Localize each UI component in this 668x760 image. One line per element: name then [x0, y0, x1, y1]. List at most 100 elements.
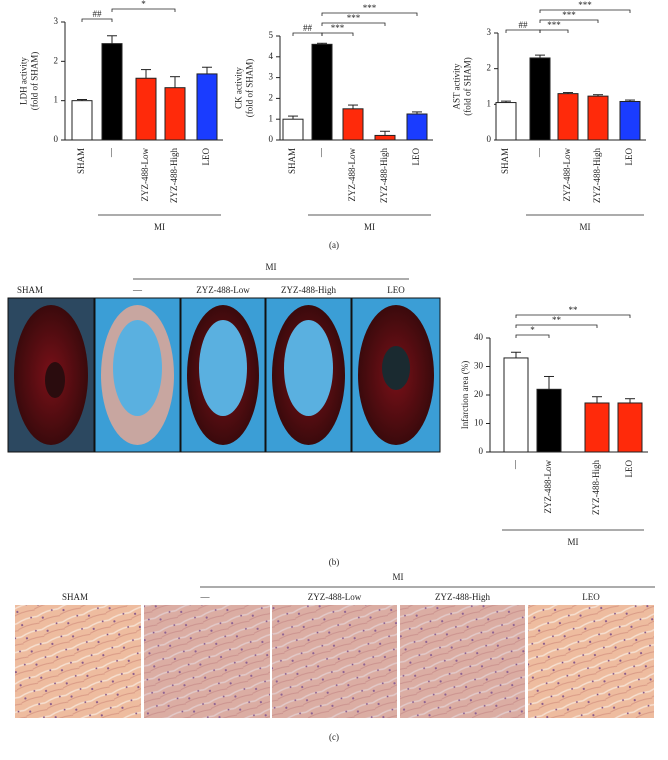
significance-label: **: [552, 315, 562, 325]
y-axis-label: (fold of SHAM): [245, 59, 255, 118]
significance-bracket: [539, 9, 631, 13]
x-tick-label: ZYZ-488-High: [169, 148, 179, 203]
significance-bracket: [539, 19, 599, 23]
significance-label: ***: [562, 10, 576, 20]
panel-caption: (b): [329, 557, 340, 567]
significance-bracket: [539, 29, 569, 33]
x-tick-label: LEO: [624, 148, 634, 166]
significance-bracket: [81, 18, 113, 22]
histology-image: [400, 605, 525, 718]
significance-label: *: [530, 325, 535, 335]
x-tick-label: LEO: [624, 460, 634, 478]
y-axis-label: CK activity: [234, 67, 244, 109]
significance-bracket: [515, 334, 550, 338]
significance-bracket: [321, 22, 386, 26]
significance-label: ***: [363, 3, 377, 13]
histology-overlay: [272, 605, 397, 718]
image-label: —: [132, 285, 143, 295]
image-label: SHAM: [17, 285, 43, 295]
bar: [619, 100, 641, 141]
significance-label: ##: [93, 9, 103, 19]
x-tick-label: LEO: [201, 148, 211, 166]
y-tick-label: 2: [269, 92, 274, 102]
panel-caption: (c): [329, 732, 339, 742]
heart-lumen: [113, 320, 162, 416]
group-label: MI: [393, 572, 404, 582]
x-tick-label: ZYZ-488-High: [591, 460, 601, 515]
significance-label: ***: [578, 0, 592, 10]
x-tick-label: SHAM: [287, 148, 297, 174]
y-tick-label: 0: [479, 446, 484, 456]
panel-caption: (a): [329, 240, 339, 250]
significance-label: ***: [547, 20, 561, 30]
significance-label: ##: [519, 20, 529, 30]
x-tick-label: SHAM: [500, 148, 510, 174]
bar: [311, 43, 333, 141]
bar: [557, 93, 579, 141]
image-label: ZYZ-488-Low: [196, 285, 250, 295]
y-tick-label: 10: [474, 418, 484, 428]
bar: [135, 77, 157, 141]
x-tick-label: SHAM: [76, 148, 86, 174]
significance-label: *: [141, 0, 146, 9]
y-tick-label: 40: [474, 332, 484, 342]
y-tick-label: 3: [54, 16, 59, 26]
x-tick-label: ZYZ-488-Low: [562, 148, 572, 202]
y-tick-label: 3: [487, 27, 492, 37]
significance-label: ##: [303, 23, 313, 33]
y-axis-label: LDH activity: [19, 57, 29, 105]
y-tick-label: 5: [269, 30, 274, 40]
group-label: MI: [580, 222, 591, 232]
heart-lumen: [45, 362, 65, 398]
y-axis-label: (fold of SHAM): [30, 52, 40, 111]
bar: [529, 57, 551, 141]
bar: [617, 402, 643, 453]
group-label: MI: [364, 222, 375, 232]
y-tick-label: 0: [54, 134, 59, 144]
bar: [164, 87, 186, 141]
bar: [282, 118, 304, 141]
x-tick-label: —: [534, 147, 544, 158]
x-tick-label: ZYZ-488-Low: [140, 148, 150, 202]
bar: [495, 102, 517, 141]
image-label: SHAM: [62, 592, 88, 602]
y-tick-label: 1: [269, 113, 274, 123]
significance-bracket: [292, 32, 323, 36]
significance-bracket: [515, 324, 598, 328]
group-label: MI: [154, 222, 165, 232]
significance-label: ***: [331, 23, 345, 33]
y-tick-label: 4: [269, 51, 274, 61]
y-axis-label: (fold of SHAM): [463, 57, 473, 116]
y-axis-label: AST activity: [452, 63, 462, 110]
group-label: MI: [568, 537, 579, 547]
bar: [342, 108, 364, 141]
bar: [584, 402, 610, 453]
significance-bracket: [515, 314, 631, 318]
image-label: LEO: [582, 592, 600, 602]
y-tick-label: 1: [54, 95, 59, 105]
bar: [71, 100, 93, 141]
x-tick-label: ZYZ-488-Low: [543, 460, 553, 514]
x-tick-label: ZYZ-488-High: [379, 148, 389, 203]
y-tick-label: 0: [487, 134, 492, 144]
histology-image: [15, 605, 141, 718]
heart-lumen: [284, 320, 333, 416]
image-label: ZYZ-488-High: [435, 592, 490, 602]
bar: [101, 43, 123, 141]
y-tick-label: 3: [269, 72, 274, 82]
x-tick-label: ZYZ-488-High: [592, 148, 602, 203]
bar: [503, 357, 529, 453]
x-tick-label: ZYZ-488-Low: [347, 148, 357, 202]
y-tick-label: 20: [474, 389, 484, 399]
bar: [196, 73, 218, 141]
image-label: ZYZ-488-High: [281, 285, 336, 295]
image-label: —: [200, 592, 211, 602]
significance-bracket: [505, 29, 541, 33]
y-tick-label: 2: [487, 63, 492, 73]
bar: [406, 113, 428, 141]
x-tick-label: —: [106, 147, 116, 158]
heart-lumen: [382, 346, 410, 390]
y-tick-label: 2: [54, 55, 59, 65]
significance-bracket: [321, 12, 418, 16]
